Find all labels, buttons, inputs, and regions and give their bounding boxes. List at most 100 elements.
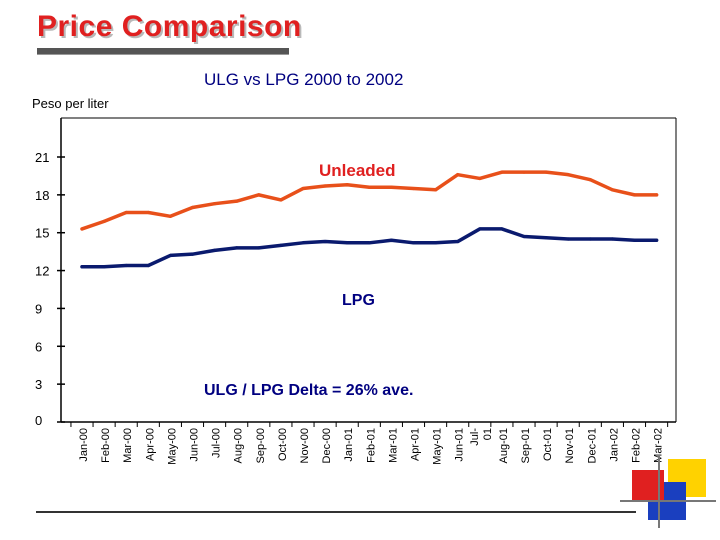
lpg-data-point bbox=[610, 237, 615, 241]
lpg-data-point bbox=[102, 265, 106, 269]
lpg-data-point bbox=[544, 236, 548, 240]
lpg-data-point bbox=[257, 246, 261, 250]
y-tick-label: 3 bbox=[35, 377, 42, 392]
unleaded-data-point bbox=[456, 173, 460, 177]
y-tick-label: 12 bbox=[35, 264, 49, 279]
unleaded-data-point bbox=[588, 178, 592, 182]
lpg-data-point bbox=[80, 265, 84, 269]
y-tick-label: 21 bbox=[35, 150, 49, 165]
lpg-series-label: LPG bbox=[342, 292, 375, 309]
unleaded-data-point bbox=[213, 202, 217, 206]
x-tick-label: Dec-01 bbox=[586, 428, 598, 463]
x-tick-label: Jul-01 bbox=[469, 428, 494, 446]
x-tick-label: Mar-01 bbox=[387, 428, 399, 463]
unleaded-data-point bbox=[434, 188, 438, 192]
delta-annotation: ULG / LPG Delta = 26% ave. bbox=[204, 382, 414, 399]
lpg-series-line bbox=[80, 227, 659, 269]
lpg-data-point bbox=[632, 238, 637, 242]
lpg-data-point bbox=[588, 237, 592, 241]
x-tick-label: Mar-02 bbox=[653, 428, 665, 463]
unleaded-data-point bbox=[257, 193, 261, 197]
unleaded-data-point bbox=[301, 186, 305, 191]
unleaded-data-point bbox=[124, 210, 128, 215]
lpg-data-point bbox=[389, 238, 393, 242]
x-tick-label: Jan-01 bbox=[343, 428, 355, 462]
unleaded-data-point bbox=[632, 193, 637, 197]
x-tick-label: Apr-01 bbox=[410, 428, 422, 461]
unleaded-data-point bbox=[146, 210, 150, 215]
lpg-data-point bbox=[478, 227, 482, 231]
x-tick-label: Jun-00 bbox=[189, 428, 201, 462]
x-tick-label: Nov-01 bbox=[564, 428, 576, 463]
unleaded-data-point bbox=[102, 219, 106, 223]
lpg-data-point bbox=[301, 241, 305, 245]
lpg-data-point bbox=[323, 239, 327, 244]
unleaded-data-point bbox=[389, 185, 393, 189]
unleaded-data-point bbox=[500, 170, 504, 174]
lpg-data-point bbox=[434, 241, 438, 245]
lpg-data-point bbox=[146, 263, 150, 268]
chart-subtitle: ULG vs LPG 2000 to 2002 bbox=[204, 70, 404, 89]
x-tick-label: Jun-01 bbox=[454, 428, 466, 462]
x-tick-label: Mar-00 bbox=[122, 428, 134, 463]
unleaded-data-point bbox=[478, 176, 482, 181]
x-tick-label: Aug-01 bbox=[498, 428, 510, 463]
unleaded-data-point bbox=[655, 193, 659, 197]
x-tick-label: Aug-00 bbox=[233, 428, 245, 463]
x-tick-label: Sep-00 bbox=[255, 428, 267, 463]
unleaded-data-point bbox=[168, 214, 172, 218]
lpg-data-point bbox=[456, 239, 460, 244]
unleaded-data-point bbox=[367, 185, 371, 189]
y-tick-label: 9 bbox=[35, 301, 42, 316]
x-tick-label: Jan-02 bbox=[608, 428, 620, 462]
lpg-data-point bbox=[213, 248, 217, 252]
lpg-data-point bbox=[168, 253, 172, 258]
unleaded-data-point bbox=[345, 183, 349, 187]
y-tick-label: 0 bbox=[35, 413, 42, 428]
x-tick-label: Dec-00 bbox=[321, 428, 333, 463]
lpg-data-point bbox=[367, 241, 371, 245]
unleaded-series-label: Unleaded bbox=[319, 161, 396, 180]
x-tick-label: Jul-00 bbox=[211, 428, 223, 458]
unleaded-data-point bbox=[566, 173, 570, 177]
lpg-data-point bbox=[190, 252, 195, 256]
page-title: Price Comparison bbox=[37, 10, 302, 43]
unleaded-data-point bbox=[323, 184, 327, 188]
lpg-data-point bbox=[411, 241, 416, 245]
x-tick-label: Feb-02 bbox=[631, 428, 643, 463]
x-tick-label: Oct-01 bbox=[542, 428, 554, 461]
lpg-data-point bbox=[235, 246, 239, 250]
unleaded-data-point bbox=[544, 170, 548, 174]
footer-rule bbox=[36, 511, 636, 513]
y-axis-unit-label: Peso per liter bbox=[32, 96, 109, 111]
x-tick-label: Feb-01 bbox=[365, 428, 377, 463]
lpg-data-point bbox=[124, 263, 128, 268]
unleaded-data-point bbox=[411, 186, 416, 191]
y-tick-label: 18 bbox=[35, 188, 49, 203]
y-tick-label: 6 bbox=[35, 339, 42, 354]
unleaded-data-point bbox=[279, 198, 283, 202]
x-tick-label: Feb-00 bbox=[100, 428, 112, 463]
unleaded-data-point bbox=[235, 199, 239, 203]
x-tick-label: Oct-00 bbox=[277, 428, 289, 461]
x-tick-label: Sep-01 bbox=[520, 428, 532, 463]
lpg-data-point bbox=[345, 241, 349, 245]
unleaded-data-point bbox=[190, 205, 195, 210]
lpg-data-point bbox=[655, 238, 659, 242]
unleaded-data-point bbox=[610, 188, 615, 192]
deco-horizontal-line bbox=[620, 500, 716, 502]
deco-vertical-line bbox=[658, 456, 660, 528]
lpg-data-point bbox=[522, 234, 526, 239]
x-tick-label: Jan-00 bbox=[78, 428, 90, 462]
x-tick-label: May-00 bbox=[166, 428, 178, 465]
unleaded-data-point bbox=[80, 227, 84, 231]
x-tick-label: May-01 bbox=[432, 428, 444, 465]
x-tick-label: Apr-00 bbox=[144, 428, 156, 461]
lpg-data-point bbox=[500, 227, 504, 231]
lpg-data-point bbox=[566, 237, 570, 241]
unleaded-data-point bbox=[522, 170, 526, 174]
title-underline bbox=[37, 48, 289, 55]
lpg-data-point bbox=[279, 243, 283, 247]
y-tick-label: 15 bbox=[35, 226, 49, 241]
